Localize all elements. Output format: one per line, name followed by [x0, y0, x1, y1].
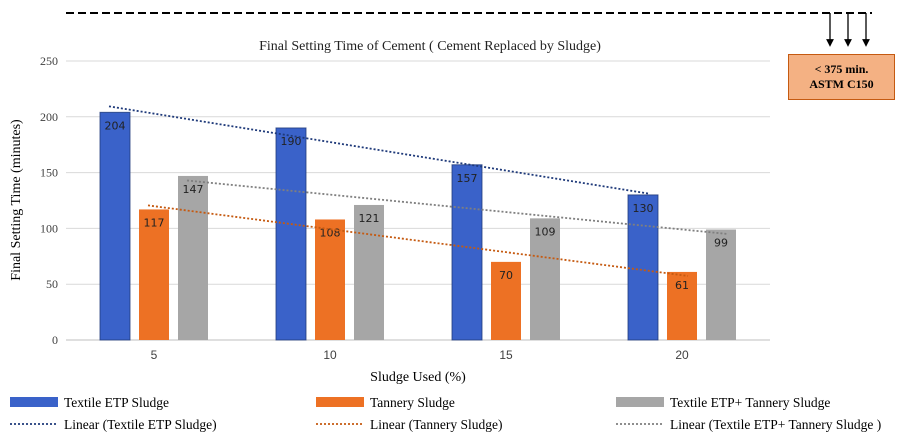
- legend-trend-label: Linear (Textile ETP+ Tannery Sludge ): [670, 417, 881, 432]
- legend-label: Textile ETP+ Tannery Sludge: [670, 395, 830, 410]
- legend-trend-label: Linear (Textile ETP Sludge): [64, 417, 217, 432]
- y-tick-label: 0: [52, 333, 58, 347]
- data-label: 70: [499, 269, 513, 282]
- bar: [667, 271, 697, 340]
- chart-title: Final Setting Time of Cement ( Cement Re…: [259, 39, 601, 54]
- bar: [139, 209, 169, 340]
- legend: Textile ETP Sludge Linear (Textile ETP Sl…: [10, 395, 881, 432]
- data-label: 121: [359, 212, 380, 225]
- bar: [315, 219, 345, 340]
- limit-line1: < 375 min.: [814, 62, 869, 76]
- data-label: 61: [675, 279, 689, 292]
- data-label: 117: [144, 216, 165, 229]
- y-tick-label: 200: [40, 110, 58, 124]
- y-axis-label: Final Setting Time (minutes): [9, 119, 24, 281]
- data-label: 204: [105, 119, 126, 132]
- legend-label: Textile ETP Sludge: [64, 395, 169, 410]
- bar: [706, 229, 736, 340]
- data-label: 99: [714, 237, 728, 250]
- legend-trend-label: Linear (Tannery Sludge): [370, 417, 503, 432]
- data-label: 190: [281, 135, 302, 148]
- y-tick-label: 100: [40, 221, 58, 235]
- bars: [99, 111, 736, 341]
- bar: [354, 204, 384, 340]
- bar: [451, 164, 483, 341]
- y-axis-ticks: 0 50 100 150 200 250: [40, 54, 58, 347]
- bar: [530, 218, 560, 340]
- limit-box: < 375 min. ASTM C150: [788, 54, 895, 100]
- x-tick-label: 5: [151, 348, 158, 362]
- legend-swatch: [316, 397, 364, 407]
- bar: [491, 261, 521, 340]
- bar: [178, 175, 208, 340]
- trendline: [147, 204, 689, 277]
- legend-swatch: [10, 397, 58, 407]
- data-label: 147: [183, 183, 204, 196]
- x-tick-label: 15: [499, 348, 513, 362]
- trendline: [186, 179, 728, 235]
- bar: [99, 111, 131, 341]
- x-tick-label: 20: [675, 348, 689, 362]
- trendline: [108, 105, 650, 195]
- x-axis-label: Sludge Used (%): [370, 370, 466, 385]
- x-axis-ticks: 5 10 15 20: [151, 348, 689, 362]
- bar: [275, 127, 307, 341]
- y-tick-label: 250: [40, 54, 58, 68]
- gridlines: [66, 60, 770, 341]
- y-tick-label: 150: [40, 166, 58, 180]
- y-tick-label: 50: [46, 277, 58, 291]
- data-label: 130: [633, 202, 654, 215]
- x-tick-label: 10: [323, 348, 337, 362]
- legend-label: Tannery Sludge: [370, 395, 455, 410]
- data-label: 109: [535, 225, 556, 238]
- legend-swatch: [616, 397, 664, 407]
- trendlines: [108, 105, 728, 277]
- data-label: 157: [457, 172, 478, 185]
- bar: [627, 194, 659, 341]
- limit-line2: ASTM C150: [809, 77, 874, 91]
